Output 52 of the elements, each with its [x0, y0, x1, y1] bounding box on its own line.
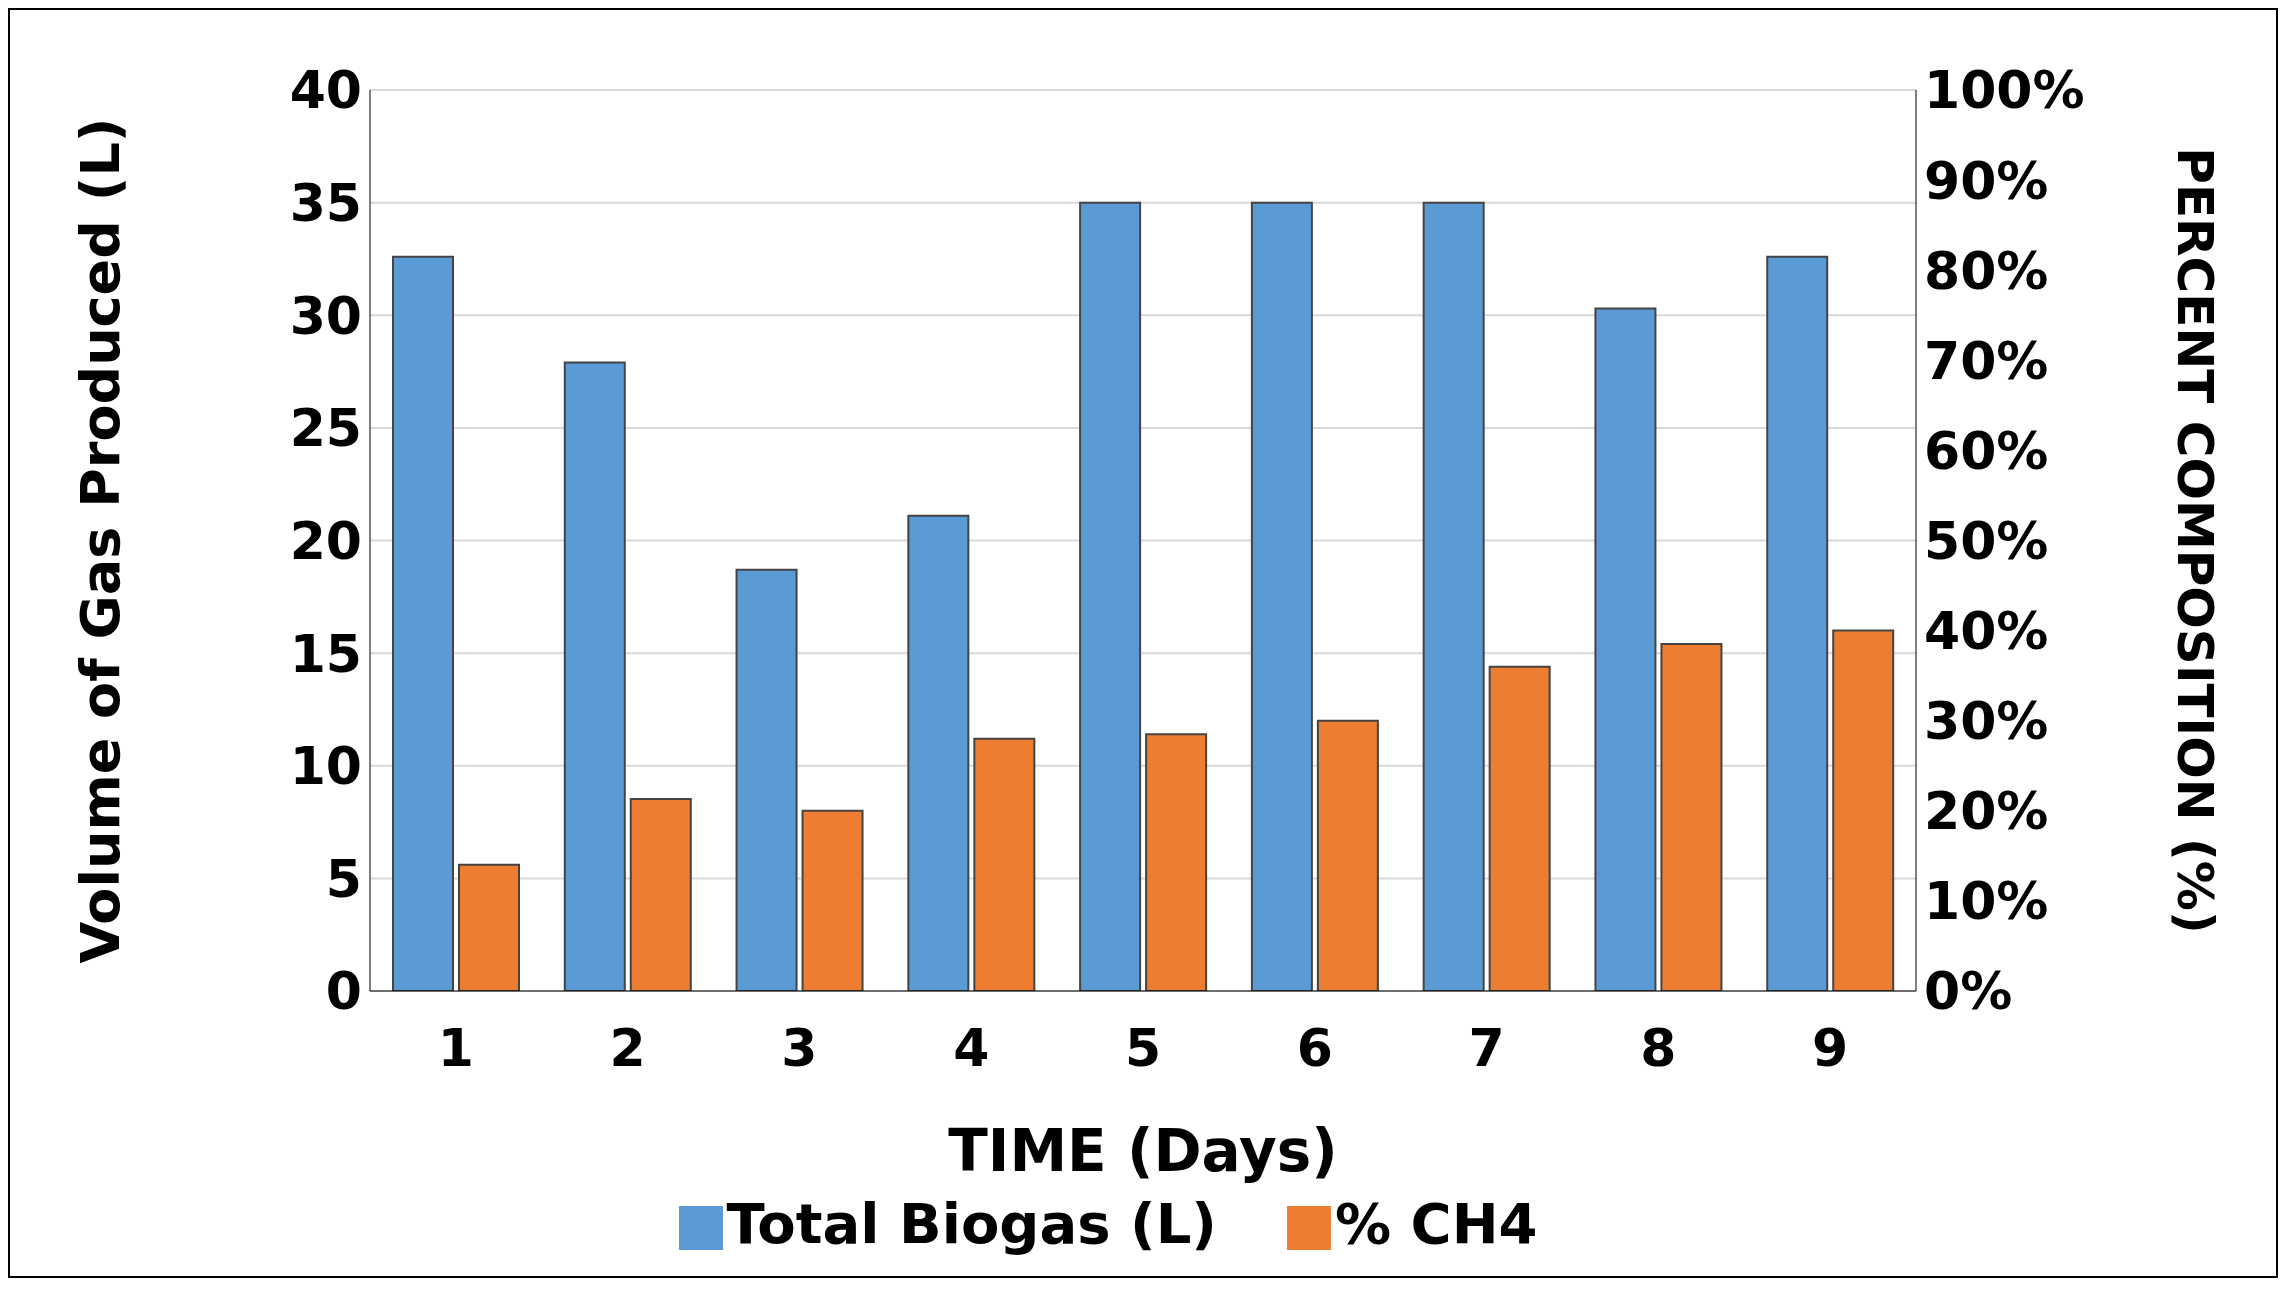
x-tick-label: 1 [437, 1017, 474, 1078]
bar [1832, 629, 1895, 991]
y2-tick-label: 30% [1924, 691, 2049, 752]
bar [1250, 201, 1313, 991]
x-tick-label: 3 [781, 1017, 818, 1078]
bar [1488, 665, 1551, 991]
legend-label: % CH4 [1334, 1191, 1538, 1256]
y2-axis-title: PERCENT COMPOSITION (%) [2166, 147, 2225, 934]
x-tick-label: 4 [953, 1017, 990, 1078]
x-tick-label: 9 [1812, 1017, 1849, 1078]
bar [1422, 201, 1485, 991]
bar [1766, 255, 1829, 991]
x-tick-label: 6 [1296, 1017, 1333, 1078]
x-tick-label: 7 [1468, 1017, 1505, 1078]
y2-tick-label: 90% [1924, 150, 2049, 211]
y-tick-label: 5 [325, 848, 362, 909]
x-tick-label: 8 [1640, 1017, 1677, 1078]
bar [1145, 733, 1208, 991]
bar [735, 568, 798, 991]
y-axis-title: Volume of Gas Produced (L) [69, 117, 133, 964]
bar [629, 798, 692, 991]
x-tick-label: 2 [609, 1017, 646, 1078]
bar [1660, 643, 1723, 991]
y-tick-label: 25 [289, 398, 362, 459]
y2-tick-label: 40% [1924, 601, 2049, 662]
y-tick-label: 40 [289, 60, 362, 121]
y-tick-label: 30 [289, 285, 362, 346]
y-tick-label: 10 [289, 736, 362, 797]
y-tick-label: 20 [289, 510, 362, 571]
bar [563, 361, 626, 991]
bar [973, 737, 1036, 991]
y2-tick-label: 50% [1924, 510, 2049, 571]
bar [907, 514, 970, 991]
bar [458, 863, 520, 991]
y2-tick-label: 20% [1924, 781, 2049, 842]
x-tick-label: 5 [1124, 1017, 1162, 1078]
bar [1594, 307, 1657, 991]
y2-tick-label: 60% [1924, 420, 2049, 481]
y2-tick-label: 0% [1924, 961, 2013, 1022]
legend-label: Total Biogas (L) [726, 1191, 1217, 1256]
x-axis-title: TIME (Days) [948, 1117, 1338, 1185]
y2-tick-label: 100% [1924, 60, 2085, 121]
bar [392, 255, 454, 991]
y2-tick-label: 80% [1924, 240, 2049, 301]
y2-tick-label: 70% [1924, 330, 2049, 391]
bar [1316, 719, 1379, 991]
y-tick-label: 0 [325, 961, 362, 1022]
bar [1079, 201, 1142, 991]
y2-tick-label: 10% [1924, 871, 2049, 932]
y-tick-label: 35 [289, 173, 362, 234]
bar [801, 809, 864, 991]
y-tick-label: 15 [289, 623, 362, 684]
